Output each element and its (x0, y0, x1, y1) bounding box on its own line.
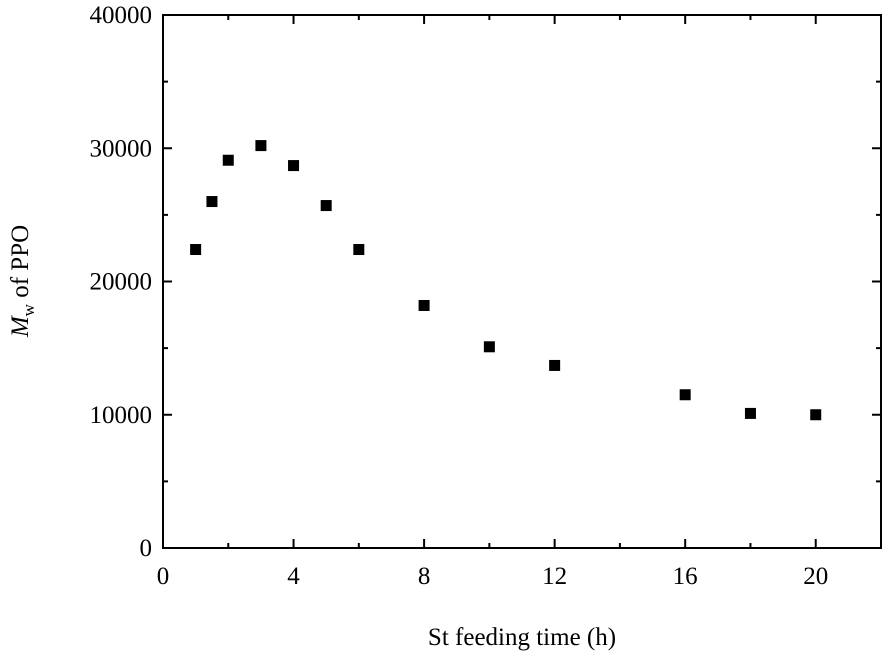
data-points (190, 140, 822, 421)
y-tick-label: 0 (140, 535, 153, 562)
data-point (418, 299, 430, 311)
data-point (353, 244, 365, 256)
data-point (483, 341, 495, 353)
x-tick-label: 12 (542, 563, 567, 590)
x-tick-label: 4 (287, 563, 300, 590)
x-tick-label: 0 (157, 563, 170, 590)
y-axis-title: Mw of PPO (7, 225, 38, 338)
x-tick-label: 16 (673, 563, 698, 590)
axis-ticks (162, 14, 881, 549)
data-point (320, 200, 332, 212)
y-axis-title-main: M (7, 315, 34, 338)
data-point (288, 160, 300, 172)
y-tick-label: 30000 (90, 135, 153, 162)
y-tick-label: 40000 (90, 2, 153, 29)
x-tick-label: 20 (803, 563, 828, 590)
y-axis-title-subscript: w (19, 303, 38, 316)
data-point (206, 196, 218, 208)
data-point (549, 359, 561, 371)
y-tick-label: 10000 (90, 402, 153, 429)
x-tick-label: 8 (418, 563, 431, 590)
plot-axes (162, 14, 882, 549)
y-axis-title-rest: of PPO (7, 225, 34, 304)
axis-tick-labels: 0 4 8 12 16 20 0 10000 20000 30000 40000 (90, 2, 829, 590)
plot-frame (162, 14, 882, 549)
data-point (679, 389, 691, 401)
y-tick-label: 20000 (90, 269, 153, 296)
data-point (255, 140, 267, 152)
data-point (744, 407, 756, 419)
data-point (190, 244, 202, 256)
data-point (222, 154, 234, 166)
data-point (810, 409, 822, 421)
x-axis-title: St feeding time (h) (428, 624, 616, 651)
